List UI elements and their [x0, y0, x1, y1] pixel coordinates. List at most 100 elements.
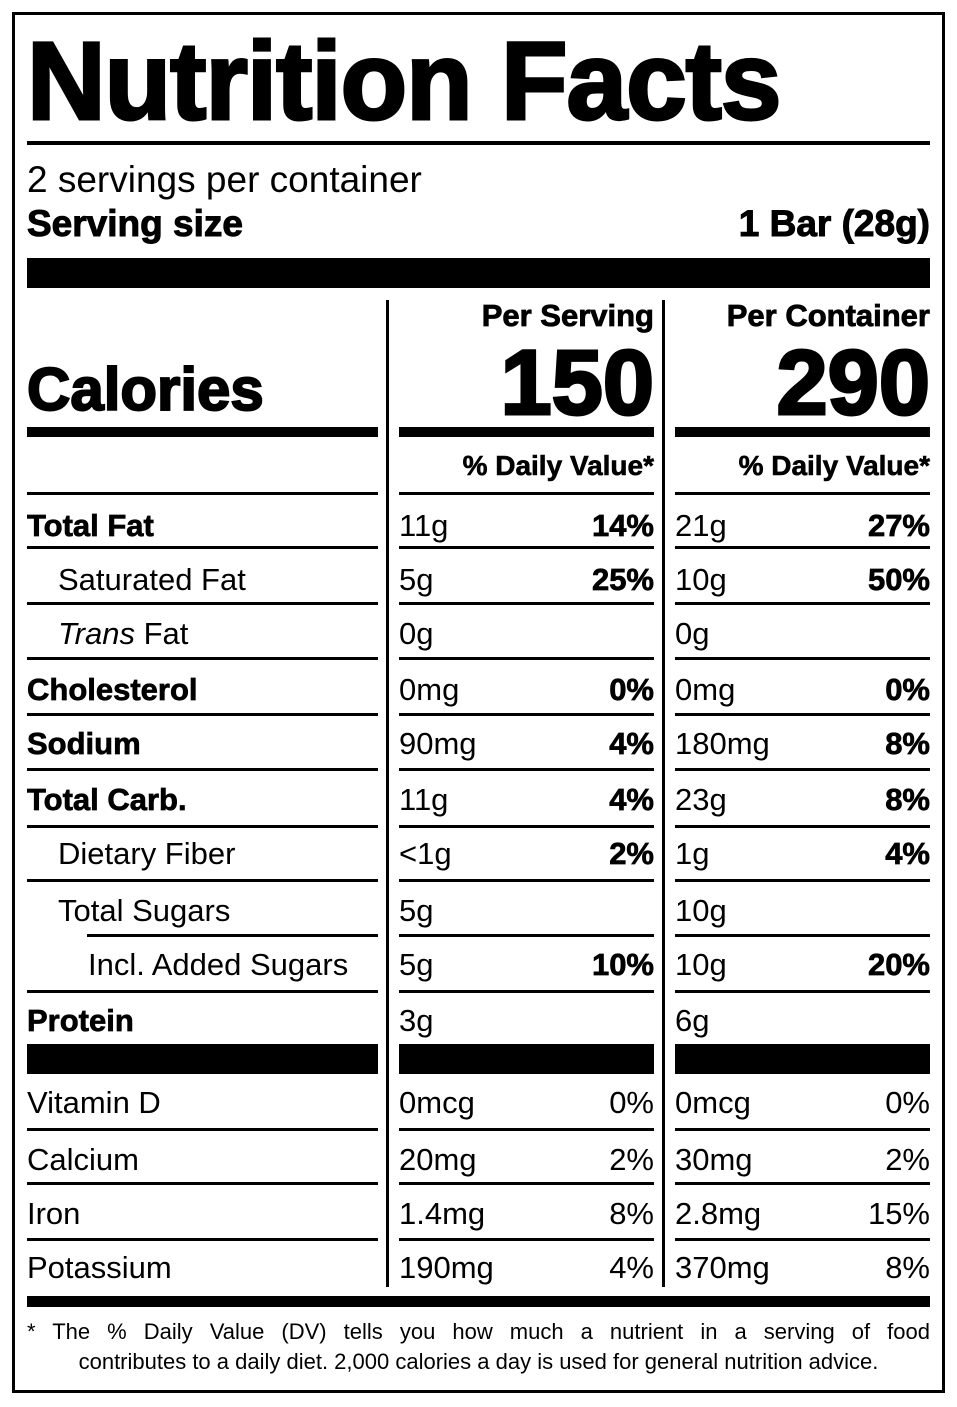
dv-per-container: 2%: [885, 1142, 930, 1177]
dv-per-container: 20%: [867, 947, 931, 983]
amount-per-serving: 90mg: [399, 726, 477, 761]
row-rule: [27, 657, 378, 660]
dv-header-serving: % Daily Value*: [462, 450, 654, 482]
label-border: [12, 12, 945, 1393]
dv-per-serving: 0%: [609, 672, 655, 708]
row-rule: [399, 546, 654, 549]
row-rule: [399, 1238, 654, 1241]
label-title: Nutrition Facts: [26, 20, 783, 143]
row-rule: [27, 602, 378, 605]
amount-per-container: 180mg: [675, 726, 770, 761]
row-rule: [27, 546, 378, 549]
nutrient-name: Saturated Fat: [58, 562, 246, 597]
nutrient-name: Incl. Added Sugars: [88, 947, 349, 982]
row-rule: [399, 768, 654, 771]
dv-per-serving: 2%: [609, 1142, 654, 1177]
amount-per-container: 6g: [675, 1003, 710, 1038]
amount-per-serving: 1.4mg: [399, 1196, 486, 1231]
dv-header-container: % Daily Value*: [738, 450, 930, 482]
row-rule: [27, 879, 378, 882]
dv-per-serving: 10%: [591, 947, 655, 983]
row-rule: [87, 934, 378, 937]
amount-per-container: 21g: [675, 508, 727, 543]
nutrient-name: Dietary Fiber: [58, 836, 236, 871]
nutrient-name: Trans Fat: [58, 614, 188, 654]
amount-per-serving: 0g: [399, 616, 434, 651]
column-divider-1: [386, 300, 389, 1287]
amount-per-container: 10g: [675, 893, 727, 928]
dv-per-serving: 4%: [609, 726, 655, 762]
footnote: * The % Daily Value (DV) tells you how m…: [27, 1317, 930, 1377]
row-rule: [399, 1044, 654, 1074]
amount-per-serving: 0mcg: [399, 1085, 475, 1120]
dv-per-serving: 25%: [591, 562, 655, 598]
amount-per-container: 0g: [675, 616, 710, 651]
dv-per-container: 0%: [885, 1085, 930, 1120]
footnote-line-2: contributes to a daily diet. 2,000 calor…: [78, 1349, 879, 1374]
nutrient-name: Potassium: [27, 1250, 172, 1285]
row-rule: [399, 602, 654, 605]
row-rule: [675, 657, 930, 660]
nutrient-name: Total Carb.: [27, 782, 187, 818]
row-rule: [675, 1044, 930, 1074]
dv-per-serving: 0%: [609, 1085, 654, 1120]
amount-per-serving: 20mg: [399, 1142, 477, 1177]
nutrient-name-rest: Fat: [134, 616, 189, 651]
nutrient-name: Sodium: [27, 726, 141, 762]
title-rule: [27, 141, 930, 145]
calories-rule-3: [675, 427, 930, 437]
row-rule: [675, 1182, 930, 1185]
row-rule: [675, 990, 930, 993]
row-rule: [399, 713, 654, 716]
row-rule: [27, 990, 378, 993]
nutrient-name: Vitamin D: [27, 1085, 161, 1120]
row-rule: [399, 1128, 654, 1131]
row-rule: [399, 1182, 654, 1185]
dv-per-serving: 8%: [609, 1196, 654, 1231]
row-rule: [27, 1128, 378, 1131]
dv-per-container: 4%: [885, 836, 931, 872]
row-rule: [675, 934, 930, 937]
row-rule: [27, 492, 378, 495]
row-rule: [399, 990, 654, 993]
row-rule: [399, 492, 654, 495]
row-rule: [675, 1238, 930, 1241]
amount-per-serving: 3g: [399, 1003, 434, 1038]
row-rule: [675, 879, 930, 882]
row-rule: [399, 825, 654, 828]
nutrient-name-italic: Trans: [58, 616, 135, 651]
dv-per-serving: 4%: [609, 782, 655, 818]
amount-per-serving: 5g: [399, 947, 434, 982]
amount-per-serving: 11g: [399, 508, 449, 543]
amount-per-container: 10g: [675, 562, 727, 597]
row-rule: [675, 825, 930, 828]
amount-per-container: 2.8mg: [675, 1196, 762, 1231]
dv-per-serving: 2%: [609, 836, 655, 872]
dv-per-serving: 14%: [591, 508, 655, 544]
amount-per-serving: <1g: [399, 836, 452, 871]
amount-per-container: 1g: [675, 836, 710, 871]
per-container-header: Per Container: [726, 298, 930, 334]
serving-thick-bar: [27, 258, 930, 288]
dv-per-container: 8%: [885, 1250, 930, 1285]
amount-per-container: 0mcg: [675, 1085, 751, 1120]
dv-per-container: 15%: [867, 1196, 930, 1231]
row-rule: [399, 657, 654, 660]
per-serving-header: Per Serving: [481, 298, 654, 334]
amount-per-container: 10g: [675, 947, 727, 982]
calories-rule-1: [27, 427, 378, 437]
calories-rule-2: [399, 427, 654, 437]
serving-size-label: Serving size: [27, 203, 244, 245]
row-rule: [399, 879, 654, 882]
dv-per-container: 8%: [885, 726, 931, 762]
row-rule: [27, 825, 378, 828]
nutrient-name: Total Fat: [27, 508, 155, 544]
row-rule: [675, 768, 930, 771]
row-rule: [675, 1128, 930, 1131]
nutrient-name: Total Sugars: [58, 893, 231, 928]
row-rule: [27, 1238, 378, 1241]
dv-per-container: 8%: [885, 782, 931, 818]
servings-per-container: 2 servings per container: [27, 159, 422, 200]
dv-per-container: 50%: [867, 562, 931, 598]
nutrient-name: Calcium: [27, 1142, 139, 1177]
